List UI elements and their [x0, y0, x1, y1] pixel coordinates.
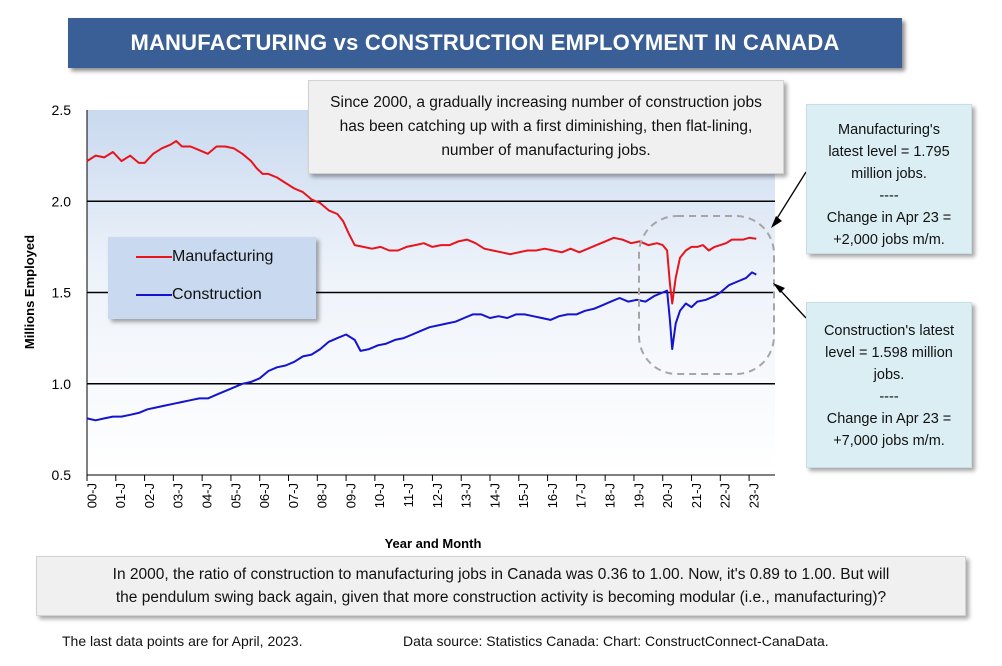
x-tick-label: 21-J — [689, 483, 704, 508]
series-lines — [86, 140, 757, 422]
y-axis-ticks: 0.5 1.0 1.5 2.0 2.5 — [52, 102, 72, 483]
x-tick-label: 01-J — [113, 483, 128, 508]
x-tick-label: 18-J — [602, 483, 617, 508]
y-tick-label: 1.0 — [52, 376, 72, 392]
series-line-manufacturing — [86, 140, 757, 305]
construction-callout-line: level = 1.598 million — [825, 345, 953, 361]
x-tick-label: 13-J — [459, 483, 474, 508]
manufacturing-callout: Manufacturing's latest level = 1.795 mil… — [806, 104, 972, 254]
y-tick-label: 2.5 — [52, 102, 72, 118]
manufacturing-callout-line: ---- — [879, 188, 899, 204]
top-annotation: Since 2000, a gradually increasing numbe… — [308, 80, 784, 174]
construction-callout-line: +7,000 jobs m/m. — [833, 433, 945, 449]
x-tick-label: 15-J — [516, 483, 531, 508]
y-tick-label: 2.0 — [52, 193, 72, 209]
manufacturing-callout-line: Change in Apr 23 = — [826, 210, 952, 226]
construction-callout-line: jobs. — [873, 367, 905, 383]
legend-swatch-construction — [136, 294, 172, 296]
y-tick-label: 1.5 — [52, 285, 72, 301]
legend-label-construction: Construction — [172, 286, 262, 303]
bottom-annotation-line: In 2000, the ratio of construction to ma… — [112, 566, 890, 583]
x-axis-ticks: 00-J 01-J 02-J 03-J 04-J 05-J 06-J 07-J 08-J 09-J… — [84, 475, 761, 508]
x-tick-label: 23-J — [746, 483, 761, 508]
x-tick-label: 11-J — [401, 483, 416, 507]
series-line-construction — [86, 271, 757, 422]
manufacturing-callout-line: million jobs. — [851, 166, 927, 182]
manufacturing-callout-line: +2,000 jobs m/m. — [833, 232, 945, 248]
bottom-annotation-line: the pendulum swing back again, given tha… — [115, 589, 887, 606]
legend-swatch-manufacturing — [136, 256, 172, 258]
legend-item-construction: Construction — [108, 283, 262, 307]
y-axis-label: Millions Employed — [22, 235, 37, 349]
covid-highlight-ellipse — [638, 215, 775, 375]
bottom-annotation: In 2000, the ratio of construction to ma… — [36, 556, 966, 616]
x-tick-label: 14-J — [487, 483, 502, 508]
manufacturing-callout-line: Manufacturing's — [838, 122, 940, 138]
construction-arrow — [773, 283, 807, 319]
legend-item-manufacturing: Manufacturing — [108, 245, 273, 269]
chart-title-banner: MANUFACTURING vs CONSTRUCTION EMPLOYMENT… — [68, 18, 902, 68]
top-annotation-text: Since 2000, a gradually increasing numbe… — [330, 94, 762, 159]
chart-title: MANUFACTURING vs CONSTRUCTION EMPLOYMENT… — [130, 30, 840, 55]
x-tick-label: 16-J — [545, 483, 560, 508]
x-tick-label: 04-J — [199, 483, 214, 508]
x-tick-label: 07-J — [286, 483, 301, 508]
construction-callout-line: Change in Apr 23 = — [826, 411, 952, 427]
x-axis-label: Year and Month — [385, 536, 482, 551]
x-tick-label: 00-J — [84, 483, 99, 508]
x-tick-label: 22-J — [718, 483, 733, 508]
construction-callout-line: ---- — [879, 389, 899, 405]
footnote-source: Data source: Statistics Canada: Chart: C… — [403, 633, 829, 649]
legend-label-manufacturing: Manufacturing — [172, 248, 274, 265]
footnote-last-data: The last data points are for April, 2023… — [62, 633, 303, 649]
chart-legend: Manufacturing Construction — [108, 237, 316, 319]
construction-callout-line: Construction's latest — [823, 323, 955, 339]
manufacturing-callout-line: latest level = 1.795 — [828, 144, 950, 160]
x-tick-label: 03-J — [171, 483, 186, 508]
manufacturing-arrow — [771, 171, 807, 228]
x-tick-label: 09-J — [343, 483, 358, 508]
x-tick-label: 05-J — [228, 483, 243, 508]
x-tick-label: 19-J — [631, 483, 646, 508]
x-tick-label: 17-J — [574, 483, 589, 508]
x-tick-label: 08-J — [315, 483, 330, 508]
x-tick-label: 02-J — [142, 483, 157, 508]
x-tick-label: 10-J — [372, 483, 387, 508]
y-tick-label: 0.5 — [52, 467, 72, 483]
x-tick-label: 20-J — [660, 483, 675, 508]
x-tick-label: 06-J — [257, 483, 272, 508]
x-tick-label: 12-J — [430, 483, 445, 508]
construction-callout: Construction's latest level = 1.598 mill… — [806, 302, 972, 468]
